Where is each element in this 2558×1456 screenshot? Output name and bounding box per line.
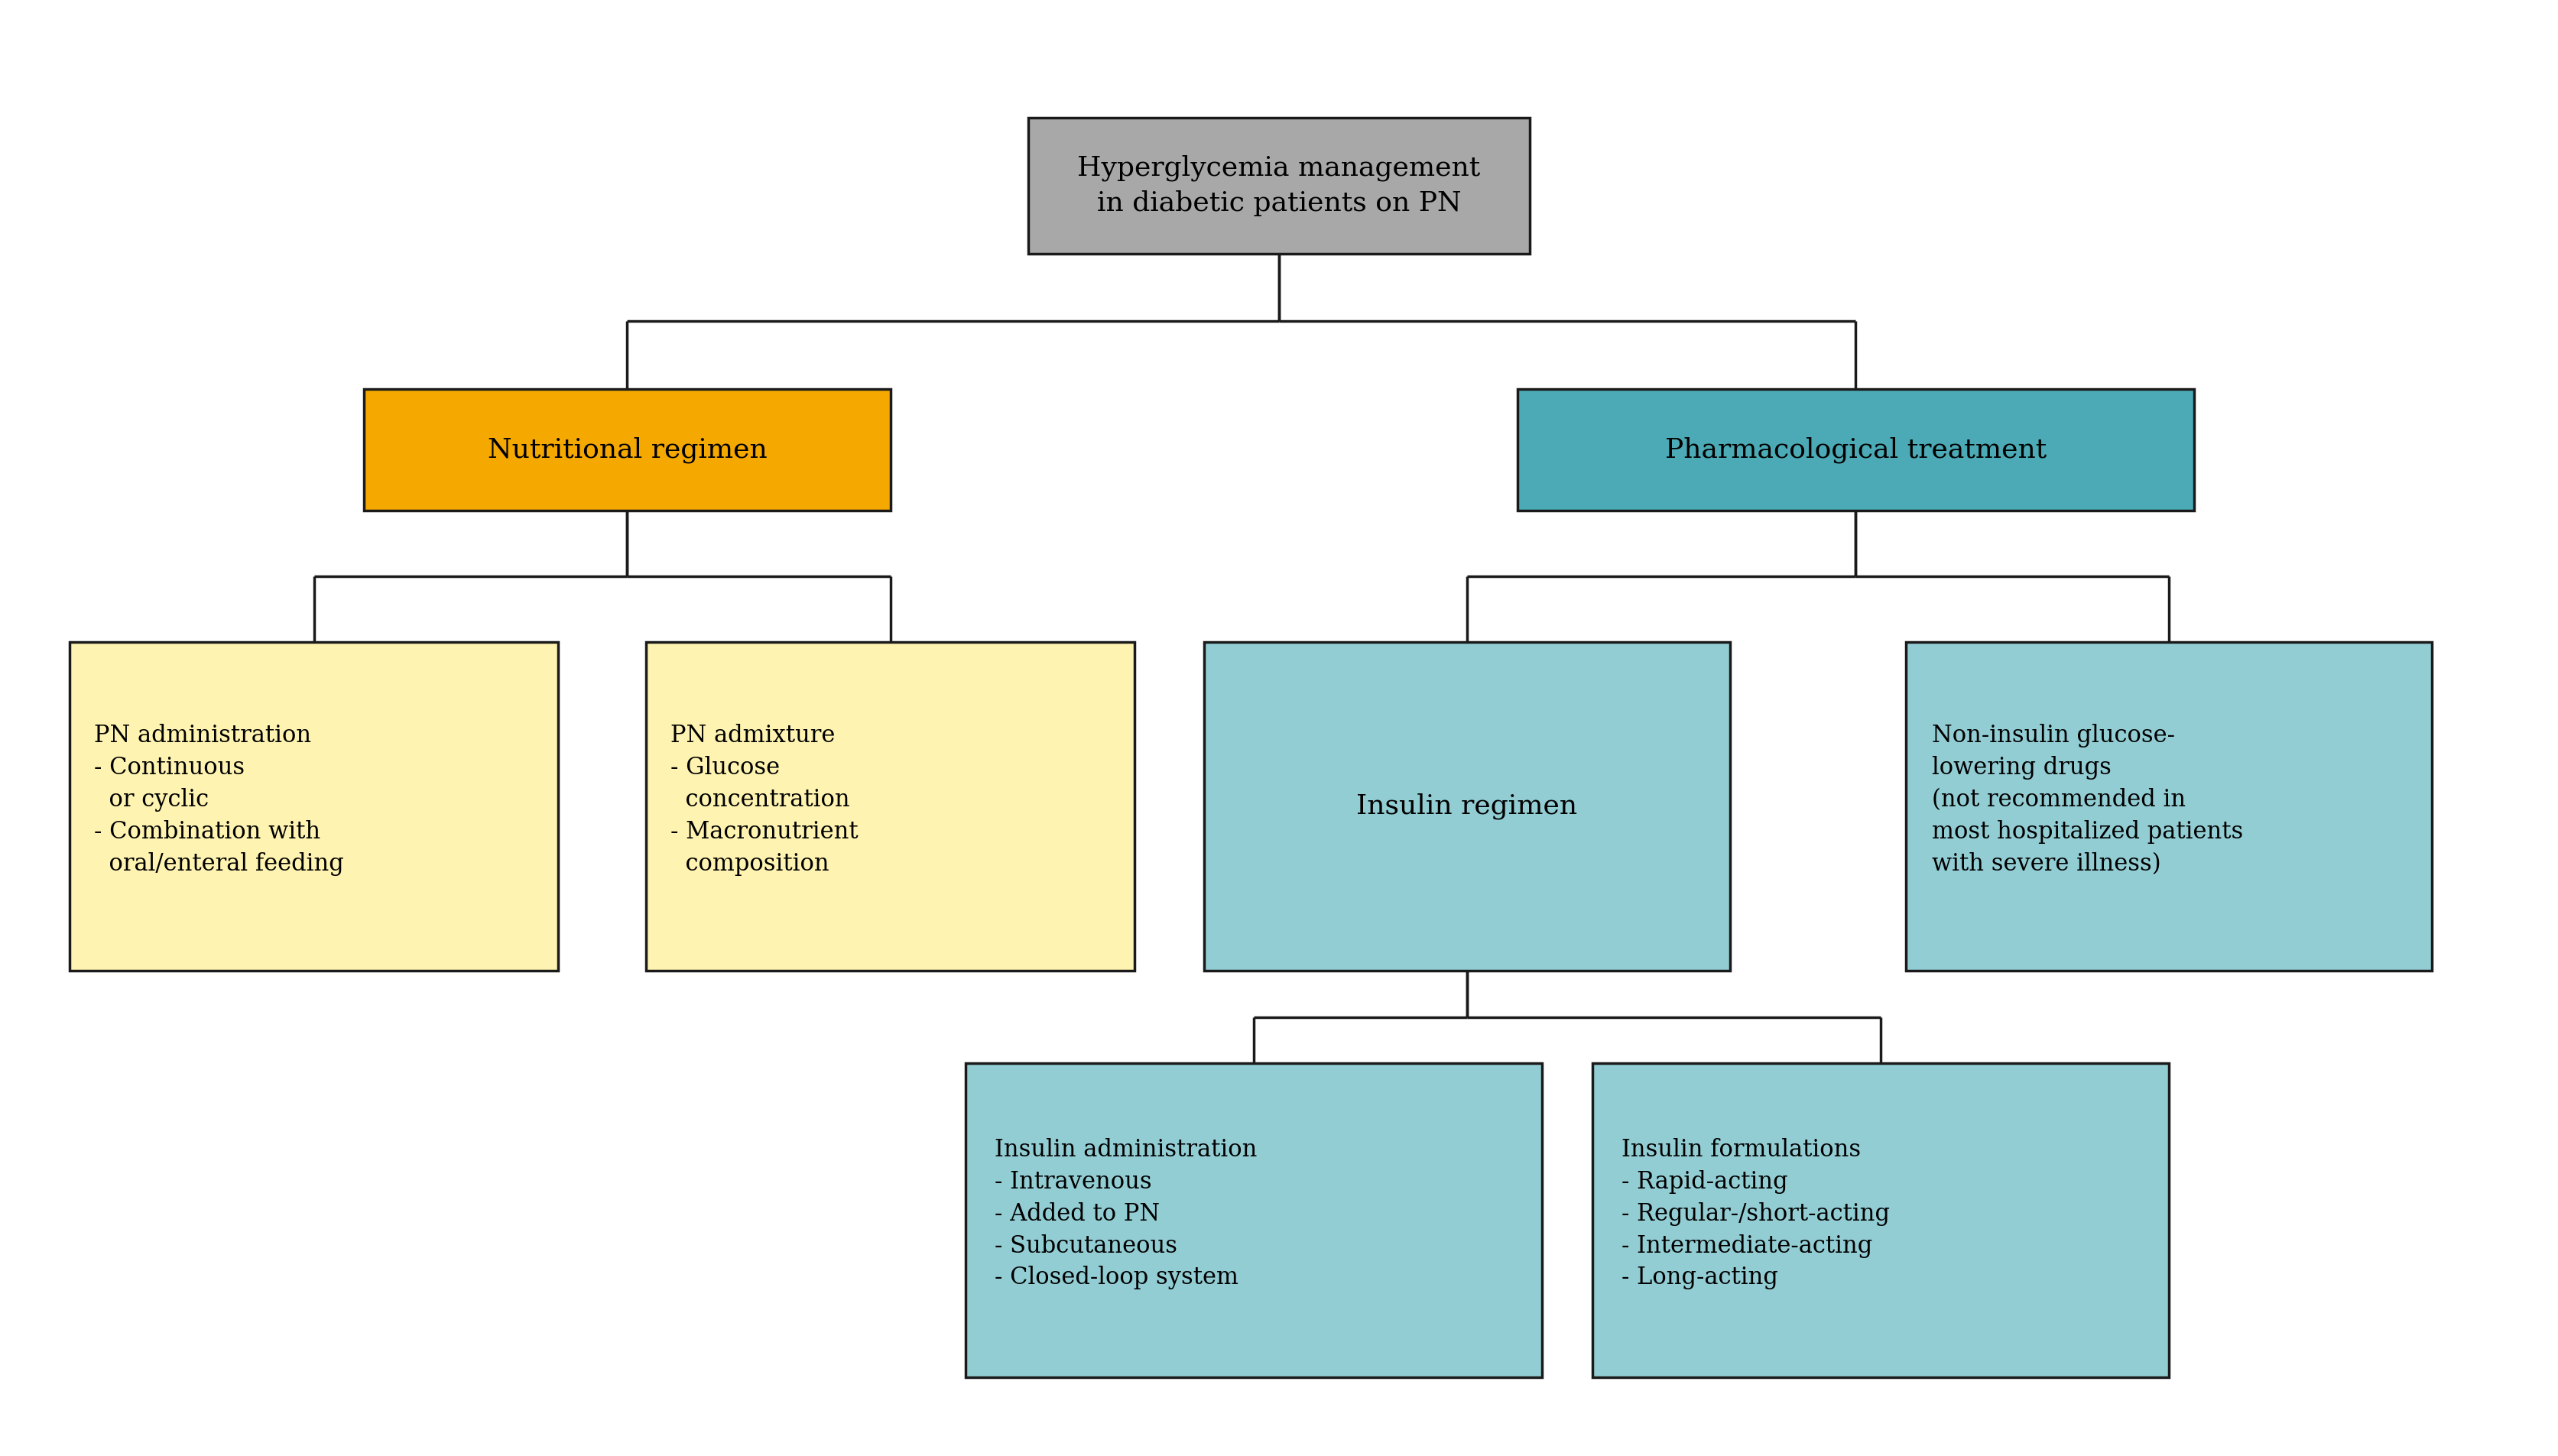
FancyBboxPatch shape — [964, 1063, 1542, 1377]
FancyBboxPatch shape — [1028, 118, 1530, 253]
Text: Nutritional regimen: Nutritional regimen — [489, 437, 767, 463]
FancyBboxPatch shape — [1591, 1063, 2169, 1377]
Text: Insulin regimen: Insulin regimen — [1356, 794, 1578, 820]
Text: Insulin administration
- Intravenous
- Added to PN
- Subcutaneous
- Closed-loop : Insulin administration - Intravenous - A… — [995, 1139, 1256, 1290]
Text: PN administration
- Continuous
  or cyclic
- Combination with
  oral/enteral fee: PN administration - Continuous or cyclic… — [95, 724, 343, 875]
FancyBboxPatch shape — [1517, 389, 2195, 511]
Text: Pharmacological treatment: Pharmacological treatment — [1665, 437, 2046, 463]
Text: Insulin formulations
- Rapid-acting
- Regular-/short-acting
- Intermediate-actin: Insulin formulations - Rapid-acting - Re… — [1622, 1139, 1890, 1290]
FancyBboxPatch shape — [1205, 642, 1729, 971]
Text: Hyperglycemia management
in diabetic patients on PN: Hyperglycemia management in diabetic pat… — [1077, 154, 1481, 217]
Text: Non-insulin glucose-
lowering drugs
(not recommended in
most hospitalized patien: Non-insulin glucose- lowering drugs (not… — [1931, 724, 2243, 875]
FancyBboxPatch shape — [69, 642, 558, 971]
FancyBboxPatch shape — [647, 642, 1136, 971]
Text: PN admixture
- Glucose
  concentration
- Macronutrient
  composition: PN admixture - Glucose concentration - M… — [670, 724, 859, 875]
FancyBboxPatch shape — [1906, 642, 2433, 971]
FancyBboxPatch shape — [363, 389, 890, 511]
